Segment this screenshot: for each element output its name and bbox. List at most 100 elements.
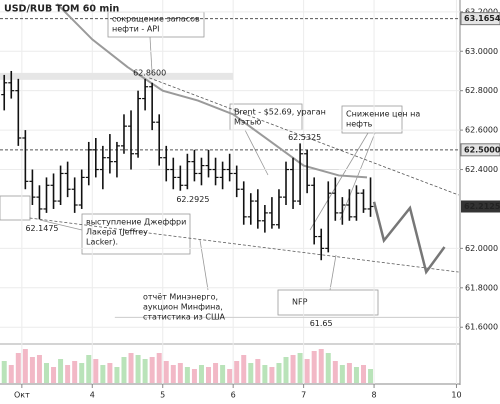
volume-bar — [191, 369, 197, 383]
volume-bar — [51, 367, 57, 383]
volume-bar — [368, 369, 374, 383]
volume-bar — [206, 367, 212, 383]
volume-bar — [15, 353, 21, 383]
volume-bar — [22, 349, 28, 383]
volume-bar — [100, 365, 106, 383]
last-price-label: 62.2125 — [464, 202, 500, 211]
volume-bar — [43, 363, 49, 383]
volume-bar — [248, 363, 254, 383]
level-label: 62.5000 — [464, 145, 500, 154]
leader — [329, 254, 337, 291]
volume-bar — [72, 361, 78, 383]
level-label: 63.1654 — [464, 14, 500, 23]
volume-bar — [86, 355, 92, 383]
moving-average — [56, 3, 368, 179]
trendline — [29, 217, 459, 273]
volume-bar — [156, 353, 162, 383]
volume-bar — [184, 367, 190, 383]
last-price-tag — [461, 200, 500, 213]
volume-bar — [36, 355, 42, 383]
annotation-text: Снижение цен на — [346, 110, 420, 119]
annotation-text: сокращение запасов — [112, 15, 200, 24]
x-tick-label: 7 — [301, 391, 306, 400]
y-tick-label: 62.0000 — [465, 244, 498, 253]
volume-bar — [121, 357, 127, 383]
callout-box — [0, 195, 31, 221]
annotation-text: Мэтью — [234, 118, 262, 127]
volume-bar — [304, 359, 310, 383]
price-label: 61.65 — [310, 319, 333, 328]
volume-bar — [332, 361, 338, 383]
leader — [39, 219, 83, 231]
volume-bar — [227, 369, 233, 383]
volume-bar — [262, 365, 268, 383]
callout-box — [277, 289, 379, 316]
volume-bar — [29, 357, 35, 383]
volume-bar — [149, 357, 155, 383]
price-label: 62.1475 — [25, 224, 58, 233]
volume-bar — [8, 365, 14, 383]
x-tick-label: Окт — [14, 391, 30, 400]
volume-bar — [170, 365, 176, 383]
leader — [149, 36, 153, 73]
trendline — [149, 77, 459, 196]
volume-bar — [79, 363, 85, 383]
volume-bar — [360, 365, 366, 383]
volume-bar — [269, 367, 275, 383]
volume-bar — [283, 357, 289, 383]
annotation-text: NFP — [292, 298, 308, 307]
volume-bar — [177, 363, 183, 383]
x-tick-label: 6 — [231, 391, 236, 400]
price-label: 62.5325 — [288, 133, 321, 142]
y-tick-label: 62.6000 — [465, 126, 498, 135]
volume-bar — [163, 361, 169, 383]
volume-bar — [325, 353, 331, 383]
level-tag — [460, 143, 500, 157]
annotation-text: Lacker). — [86, 238, 118, 247]
y-tick-label: 62.8000 — [465, 86, 498, 95]
volume-bar — [65, 365, 71, 383]
volume-bar — [58, 359, 64, 383]
annotation-layout — [0, 11, 403, 316]
volume-bar — [220, 365, 226, 383]
volume-bar — [290, 355, 296, 383]
level-band — [0, 72, 234, 80]
annotation-text: Brent - $52.69, ураган — [234, 108, 326, 117]
volume-bar — [241, 355, 247, 383]
x-tick-label: 5 — [160, 391, 165, 400]
volume-bar — [346, 363, 352, 383]
volume-bar — [93, 359, 99, 383]
volume-bar — [198, 365, 204, 383]
x-tick-label: 4 — [90, 391, 95, 400]
callout-box — [81, 213, 191, 255]
annotation-text: нефть — [346, 120, 373, 129]
volume-bar — [234, 361, 240, 383]
callout-box — [341, 105, 403, 134]
y-tick-label: 63.2000 — [465, 7, 498, 16]
annotation-text: Лакера (Jeffrey — [86, 228, 148, 237]
y-tick-label: 62.4000 — [465, 165, 498, 174]
volume-bar — [255, 359, 261, 383]
annotation-text: отчёт Минэнерго, — [143, 293, 218, 302]
x-tick-label: 8 — [372, 391, 377, 400]
volume-bar — [128, 353, 134, 383]
volume-bar — [213, 363, 219, 383]
volume-bar — [318, 349, 324, 383]
annotation-text: аукцион Минфина, — [143, 303, 223, 312]
forecast-line — [372, 201, 446, 275]
annotation-text: статистика из США — [143, 313, 225, 322]
volume-bar — [114, 367, 120, 383]
price-label: 62.2925 — [176, 195, 209, 204]
volume-bar — [311, 351, 317, 383]
volume-bar — [135, 355, 141, 383]
callout-box — [107, 11, 205, 38]
volume-bar — [353, 367, 359, 383]
volume-bar — [339, 365, 345, 383]
level-tag — [460, 12, 500, 26]
callout-box — [229, 103, 303, 131]
volume-bar — [297, 353, 303, 383]
chart-title: USD/RUB TOM 60 min — [4, 4, 119, 15]
annotation-text: выступление Джеффри — [86, 218, 186, 227]
y-tick-label: 63.0000 — [465, 47, 498, 56]
